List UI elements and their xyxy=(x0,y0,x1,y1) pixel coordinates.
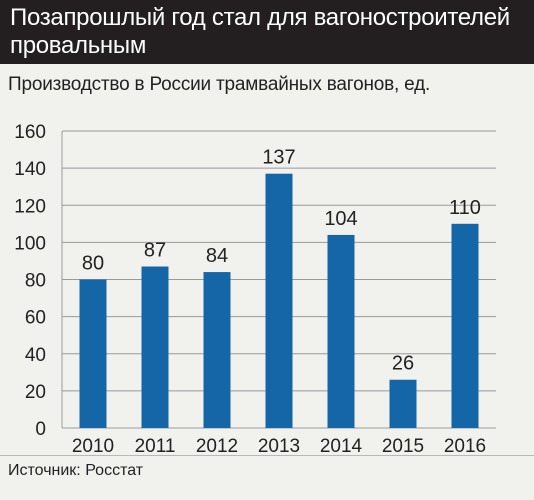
chart-title: Позапрошлый год стал для вагоностроителе… xyxy=(0,0,534,64)
y-tick-label: 100 xyxy=(14,233,46,254)
y-tick-label: 80 xyxy=(25,271,46,292)
bar xyxy=(141,266,169,428)
bar xyxy=(79,279,107,428)
x-tick-label: 2016 xyxy=(444,436,486,457)
y-tick-label: 120 xyxy=(14,196,46,217)
data-label: 110 xyxy=(449,197,481,219)
y-tick-label: 20 xyxy=(25,382,46,403)
x-tick-label: 2010 xyxy=(72,436,114,457)
bar xyxy=(265,173,293,428)
bar xyxy=(327,234,355,428)
bar xyxy=(389,379,417,428)
data-label: 137 xyxy=(262,147,295,169)
data-label: 87 xyxy=(144,240,166,262)
data-label: 26 xyxy=(392,353,414,375)
bar xyxy=(203,272,231,428)
y-tick-label: 60 xyxy=(25,308,46,329)
chart-subtitle: Производство в России трамвайных вагонов… xyxy=(8,74,431,95)
x-tick-label: 2013 xyxy=(258,436,300,457)
y-tick-label: 160 xyxy=(14,122,46,143)
data-label: 104 xyxy=(324,208,357,230)
x-tick-label: 2014 xyxy=(320,436,363,457)
x-tick-label: 2012 xyxy=(196,436,238,457)
data-label: 84 xyxy=(206,245,228,267)
y-tick-label: 0 xyxy=(35,419,46,440)
x-tick-label: 2011 xyxy=(135,436,176,457)
x-tick-label: 2015 xyxy=(382,436,424,457)
data-label: 80 xyxy=(82,253,104,275)
y-tick-label: 140 xyxy=(14,159,46,180)
source-note: Источник: Росстат xyxy=(0,455,534,500)
y-tick-label: 40 xyxy=(25,345,46,366)
bar xyxy=(451,223,479,428)
